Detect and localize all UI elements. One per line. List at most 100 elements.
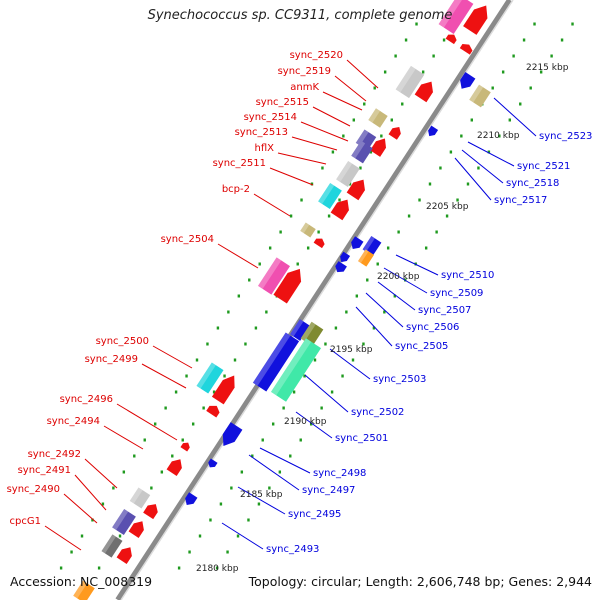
tick-dot <box>236 534 240 538</box>
gene-feature <box>208 458 218 468</box>
tick-dot <box>435 230 438 234</box>
gene-arrow <box>463 5 488 35</box>
gene-label-sync-2495: sync_2495 <box>288 509 341 520</box>
tick-dot <box>327 214 331 218</box>
label-leader-right <box>329 348 371 380</box>
gene-feature <box>73 580 95 600</box>
gene-arrow <box>222 422 243 447</box>
tick-dot <box>571 22 574 26</box>
gene-feature <box>445 34 457 45</box>
scale-label-2180: 2180 kbp <box>196 564 239 574</box>
tick-dot <box>560 38 564 42</box>
tick-dot <box>533 22 536 26</box>
scale-label-2195: 2195 kbp <box>330 345 373 355</box>
tick-dot <box>466 182 470 186</box>
gene-block <box>252 332 300 392</box>
gene-arrow <box>388 126 401 140</box>
gene-shade <box>101 534 116 554</box>
gene-feature <box>414 81 433 103</box>
tick-dot <box>198 534 202 538</box>
tick-dot <box>456 198 459 202</box>
gene-shade <box>351 140 366 159</box>
gene-block <box>112 508 136 536</box>
tick-dot <box>529 86 532 90</box>
tick-dot <box>223 374 226 378</box>
gene-feature <box>351 236 364 250</box>
gene-arrow <box>460 72 476 89</box>
gene-feature <box>196 362 224 394</box>
label-leader-left <box>346 59 379 89</box>
tick-dot <box>366 278 369 282</box>
scale-label-2185: 2185 kbp <box>240 490 283 500</box>
tick-dot <box>355 294 359 298</box>
label-leader-left <box>116 403 178 441</box>
tick-dot <box>362 342 365 346</box>
tick-dot <box>445 214 449 218</box>
tick-dot <box>334 326 338 330</box>
gene-label-sync-2492: sync_2492 <box>28 449 81 460</box>
gene-feature <box>258 257 290 295</box>
tick-dot <box>383 310 386 314</box>
gene-feature <box>388 126 401 140</box>
gene-arrow <box>346 179 365 201</box>
tick-dot <box>310 182 314 186</box>
tick-dot <box>240 470 244 474</box>
gene-label-bcp-2: bcp-2 <box>222 184 250 195</box>
gene-feature <box>469 84 491 108</box>
tick-dot <box>383 70 387 74</box>
tick-dot <box>118 534 122 538</box>
tick-dot <box>278 470 282 474</box>
gene-shade <box>112 508 129 531</box>
gene-block <box>101 534 123 558</box>
gene-label-sync-2499: sync_2499 <box>85 354 138 365</box>
tick-dot <box>254 326 258 330</box>
gene-arrow <box>166 459 182 476</box>
gene-shade <box>362 236 375 252</box>
label-leader-right <box>461 149 504 184</box>
gene-block <box>368 108 388 128</box>
label-leader-left <box>84 458 118 489</box>
gene-feature <box>128 521 144 538</box>
tick-dot <box>373 86 376 90</box>
gene-label-sync-2502: sync_2502 <box>351 407 404 418</box>
label-leader-left <box>217 243 259 269</box>
gene-feature <box>252 332 300 392</box>
gene-feature <box>129 487 151 509</box>
gene-label-sync-2510: sync_2510 <box>441 270 494 281</box>
backbone-line <box>115 0 513 600</box>
tick-dot <box>341 374 344 378</box>
gene-shade <box>300 222 310 234</box>
tick-dot <box>449 150 453 154</box>
tick-dot <box>282 406 285 410</box>
gene-arrow <box>206 405 220 418</box>
gene-block <box>300 222 316 238</box>
gene-block <box>270 338 322 402</box>
gene-block <box>438 0 474 34</box>
scale-labels: 2180 kbp 2185 kbp 2190 kbp 2195 kbp 2200… <box>196 63 569 574</box>
tick-dot <box>209 518 212 522</box>
gene-feature <box>368 108 388 128</box>
label-leader-left <box>63 493 98 524</box>
tick-dot <box>407 214 411 218</box>
gene-arrow <box>370 138 387 157</box>
gene-block <box>318 182 342 210</box>
label-leader-left <box>300 121 349 142</box>
gene-label-sync-2497: sync_2497 <box>302 485 355 496</box>
gene-label-sync-2501: sync_2501 <box>335 433 388 444</box>
label-leader-right <box>237 486 286 515</box>
gene-feature <box>340 251 351 263</box>
tick-dot <box>150 486 153 490</box>
tick-dot <box>369 150 373 154</box>
label-leader-right <box>248 454 300 491</box>
gene-shade <box>469 84 484 103</box>
gene-feature <box>273 268 302 304</box>
gene-arrow <box>208 458 218 468</box>
tick-dot <box>289 214 293 218</box>
label-leader-left <box>103 425 144 450</box>
tick-dot <box>279 230 282 234</box>
tick-dot <box>404 38 408 42</box>
tick-dot <box>380 134 383 138</box>
tick-dot <box>219 502 223 506</box>
